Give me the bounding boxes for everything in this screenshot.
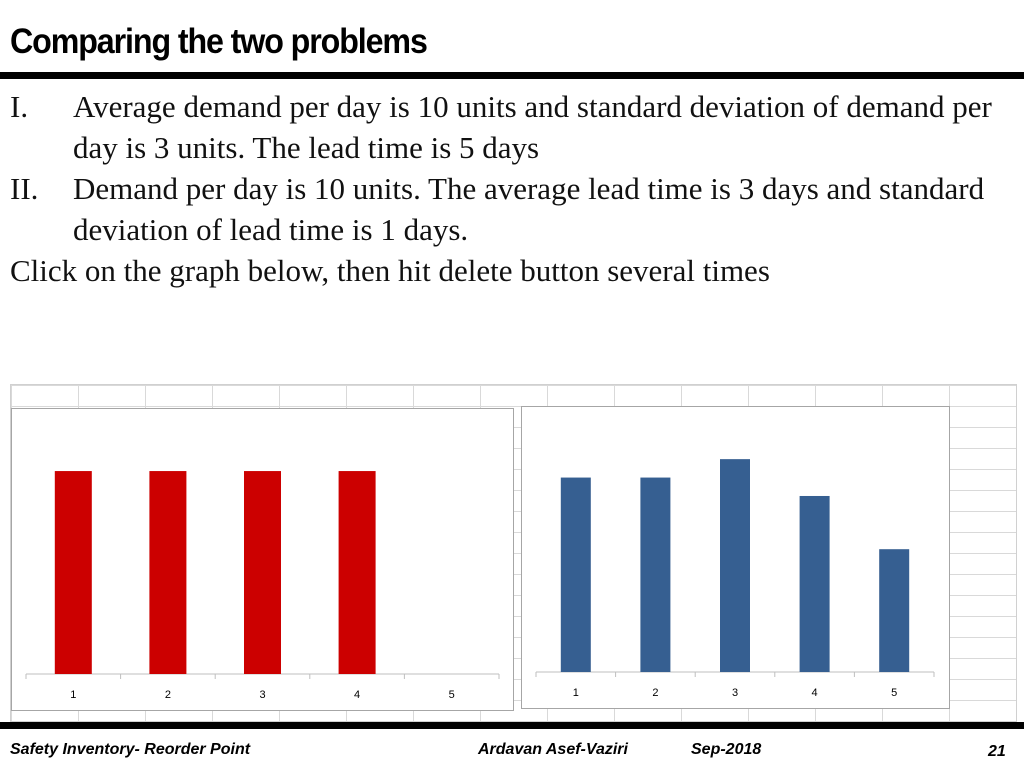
- slide-title: Comparing the two problems: [10, 22, 428, 61]
- instruction-text: Click on the graph below, then hit delet…: [10, 253, 770, 288]
- footer-date: Sep-2018: [691, 741, 762, 758]
- footer-author: Ardavan Asef-Vaziri: [478, 741, 628, 758]
- list-item: I. Average demand per day is 10 units an…: [10, 86, 1010, 168]
- chart-left[interactable]: 1 2 3 4 5: [11, 408, 514, 711]
- right-chart-tick-label: 3: [732, 687, 738, 699]
- right-chart-bar-2: [640, 477, 671, 672]
- footer-topic: Safety Inventory- Reorder Point: [10, 741, 251, 758]
- list-text: Average demand per day is 10 units and s…: [73, 89, 992, 165]
- slide-body: I. Average demand per day is 10 units an…: [10, 86, 1010, 291]
- chart-left-svg: 1 2 3 4 5: [25, 471, 500, 701]
- left-chart-bar-3: [244, 471, 281, 674]
- left-chart-tick-label: 3: [259, 689, 265, 701]
- right-chart-bar-4: [799, 495, 830, 672]
- footer-rule: [0, 722, 1024, 729]
- right-chart-bar-3: [720, 459, 750, 672]
- right-chart-tick-label: 4: [812, 687, 818, 699]
- left-chart-tick-label: 2: [165, 689, 171, 701]
- left-chart-tick-label: 1: [70, 689, 76, 701]
- list-item: II. Demand per day is 10 units. The aver…: [10, 168, 1010, 250]
- page-number: 21: [988, 743, 1006, 760]
- left-chart-bar-2: [149, 471, 187, 674]
- left-chart-bar-1: [54, 471, 92, 674]
- right-chart-bar-1: [560, 477, 591, 672]
- chart-right[interactable]: 1 2 3 4 5: [521, 406, 950, 709]
- list-marker: II.: [10, 171, 39, 206]
- left-chart-tick-label: 4: [354, 689, 360, 701]
- chart-right-svg: 1 2 3 4 5: [535, 459, 935, 699]
- right-chart-bar-5: [879, 549, 910, 672]
- right-chart-tick-label: 5: [891, 687, 897, 699]
- title-rule: [0, 72, 1024, 79]
- list-marker: I.: [10, 89, 29, 124]
- right-chart-tick-label: 1: [573, 687, 579, 699]
- left-chart-bar-4: [338, 471, 376, 674]
- right-chart-tick-label: 2: [652, 687, 658, 699]
- left-chart-tick-label: 5: [449, 689, 455, 701]
- list-text: Demand per day is 10 units. The average …: [73, 171, 985, 247]
